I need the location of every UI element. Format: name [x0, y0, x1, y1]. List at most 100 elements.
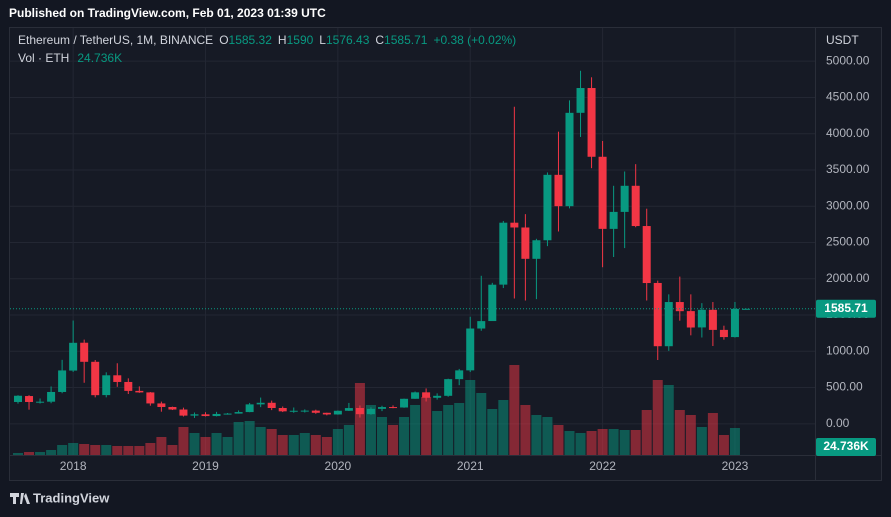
published-note: Published on TradingView.com, Feb 01, 20…: [9, 6, 326, 20]
volume-bar: [376, 417, 387, 455]
ohlc-value: 1576.43: [326, 33, 370, 47]
volume-bar: [101, 445, 112, 455]
candle-body: [653, 282, 662, 347]
volume-bar: [343, 425, 354, 455]
candle-body: [333, 410, 342, 415]
candle-body: [411, 392, 420, 399]
volume-bar: [178, 427, 189, 455]
volume-bar: [233, 422, 244, 455]
y-tick-label: 4500.00: [826, 90, 870, 104]
volume-bar: [509, 365, 520, 455]
candle-body: [675, 302, 684, 312]
candle-body: [510, 222, 519, 228]
volume-bar: [222, 437, 233, 455]
candle-body: [554, 174, 563, 207]
volume-bar: [476, 393, 487, 455]
volume-bar: [663, 385, 674, 455]
ohlc-value: 1590: [287, 33, 314, 47]
candle-body: [113, 375, 122, 382]
volume-bar: [421, 397, 432, 455]
volume-bar: [641, 410, 652, 455]
volume-bar: [200, 437, 211, 455]
volume-bar: [299, 433, 310, 455]
volume-bar: [35, 452, 46, 455]
ohlc-key: C: [375, 33, 384, 47]
candle-body: [444, 379, 453, 396]
volume-bar: [134, 446, 145, 455]
candle-body: [157, 403, 166, 407]
ohlc-key: O: [219, 33, 228, 47]
candle-body: [36, 401, 45, 403]
candle-body: [58, 370, 67, 392]
volume-bar: [553, 425, 564, 455]
volume-bar: [112, 446, 123, 455]
volume-bar: [24, 452, 35, 455]
candle-body: [488, 284, 497, 322]
candle-body: [598, 156, 607, 229]
candle-body: [201, 414, 210, 417]
candle-body: [234, 412, 243, 414]
candle-body: [300, 410, 309, 412]
volume-bar: [288, 435, 299, 455]
volume-bar: [597, 429, 608, 455]
volume-bar: [586, 431, 597, 455]
volume-bar: [652, 380, 663, 455]
volume-legend: Vol · ETH 24.736K: [18, 51, 122, 65]
candle-body: [400, 398, 409, 408]
y-tick-label: 2000.00: [826, 271, 870, 285]
price-badge-label: 1585.71: [824, 301, 868, 315]
volume-bar: [145, 443, 156, 455]
legend-row: Ethereum / TetherUS, 1M, BINANCE O1585.32…: [18, 33, 516, 47]
candle-body: [697, 309, 706, 328]
candle-body: [91, 361, 100, 396]
volume-bar: [608, 429, 619, 455]
symbol-title: Ethereum / TetherUS, 1M, BINANCE: [18, 33, 213, 47]
ohlc-value: 1585.71: [384, 33, 428, 47]
x-tick-label: 2022: [589, 459, 616, 473]
ohlc-key: H: [278, 33, 287, 47]
candle-body: [565, 112, 574, 207]
y-tick-label: 500.00: [826, 380, 863, 394]
y-tick-label: 2500.00: [826, 235, 870, 249]
candle-body: [190, 414, 199, 416]
candle-body: [366, 408, 375, 415]
candle-body: [124, 381, 133, 391]
candle-body: [631, 185, 640, 227]
volume-bar: [707, 413, 718, 455]
candle-body: [289, 410, 298, 412]
volume-name: Vol · ETH: [18, 51, 69, 65]
volume-bar: [332, 429, 343, 455]
logo: TradingView: [10, 490, 110, 505]
plot: [10, 70, 815, 455]
x-tick-label: 2021: [457, 459, 484, 473]
logo-mark: [10, 493, 30, 504]
volume-badge: [816, 438, 876, 456]
volume-bar: [13, 453, 23, 455]
volume-bar: [718, 435, 729, 455]
candle-body: [256, 402, 265, 405]
candle-body: [146, 392, 155, 404]
volume-bar: [321, 437, 332, 455]
candle-body: [521, 227, 530, 259]
volume-bar: [388, 425, 399, 455]
candle-body: [422, 392, 431, 398]
x-tick-label: 2020: [325, 459, 352, 473]
volume-bar: [57, 445, 68, 455]
volume-bar: [310, 435, 321, 455]
y-tick-label: 1000.00: [826, 343, 870, 357]
volume-bar: [498, 400, 509, 455]
candle-body: [179, 409, 188, 416]
volume-bar: [354, 383, 365, 455]
candle-body: [576, 88, 585, 113]
volume-bar: [685, 415, 696, 455]
volume-bar: [167, 445, 178, 455]
candle-body: [322, 412, 331, 415]
candle-body: [223, 413, 232, 415]
volume-bar: [365, 405, 376, 455]
candle-body: [80, 342, 89, 362]
volume-bar: [465, 380, 476, 455]
candle-body: [355, 408, 364, 415]
x-tick-label: 2019: [192, 459, 219, 473]
candle-body: [466, 328, 475, 371]
